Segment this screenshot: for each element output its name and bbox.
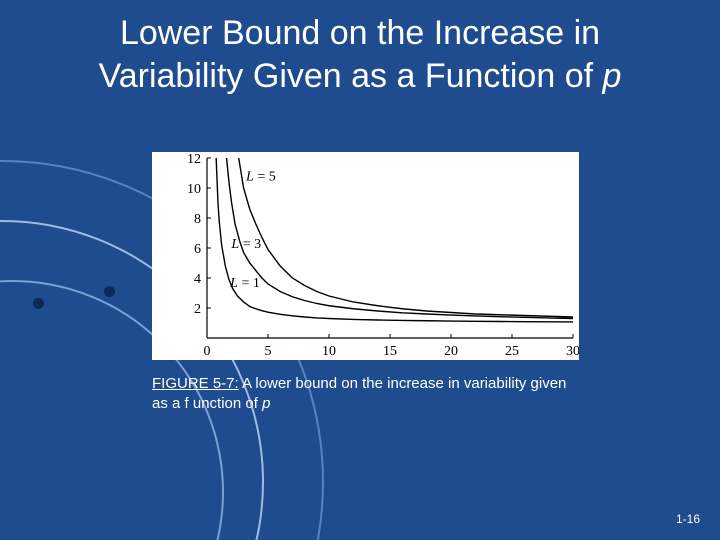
svg-text:5: 5 — [265, 344, 272, 359]
figure-caption: FIGURE 5-7: A lower bound on the increas… — [152, 374, 579, 415]
title-line1: Lower Bound on the Increase in — [120, 14, 600, 52]
svg-text:10: 10 — [322, 344, 336, 359]
svg-text:6: 6 — [194, 242, 201, 257]
svg-text:4: 4 — [194, 272, 201, 287]
chart-svg: 2 4 6 8 10 12 0 5 10 15 20 25 30 L = 5 L = 3 L = 1 — [152, 152, 579, 360]
slide: Lower Bound on the Increase in Variabili… — [0, 0, 720, 540]
decorative-dot — [104, 286, 115, 297]
title-symbol: p — [603, 57, 622, 95]
svg-text:15: 15 — [383, 344, 397, 359]
svg-text:L = 3: L = 3 — [230, 237, 261, 252]
svg-text:8: 8 — [194, 212, 201, 227]
svg-text:0: 0 — [204, 344, 211, 359]
svg-text:30: 30 — [566, 344, 579, 359]
svg-text:2: 2 — [194, 302, 201, 317]
title-line2a: Variability Given as a Function of — [99, 57, 594, 95]
figure-number: FIGURE 5-7: — [152, 375, 239, 392]
page-number: 1-16 — [676, 512, 700, 526]
chart-panel: 2 4 6 8 10 12 0 5 10 15 20 25 30 L = 5 L = 3 L = 1 — [152, 152, 579, 360]
svg-text:20: 20 — [444, 344, 458, 359]
svg-text:L = 5: L = 5 — [245, 170, 276, 185]
svg-text:25: 25 — [505, 344, 519, 359]
slide-title: Lower Bound on the Increase in Variabili… — [20, 12, 700, 97]
caption-symbol: p — [262, 395, 270, 412]
svg-text:12: 12 — [187, 152, 201, 167]
decorative-dot — [33, 298, 44, 309]
svg-text:10: 10 — [187, 182, 201, 197]
svg-text:L = 1: L = 1 — [229, 276, 260, 291]
